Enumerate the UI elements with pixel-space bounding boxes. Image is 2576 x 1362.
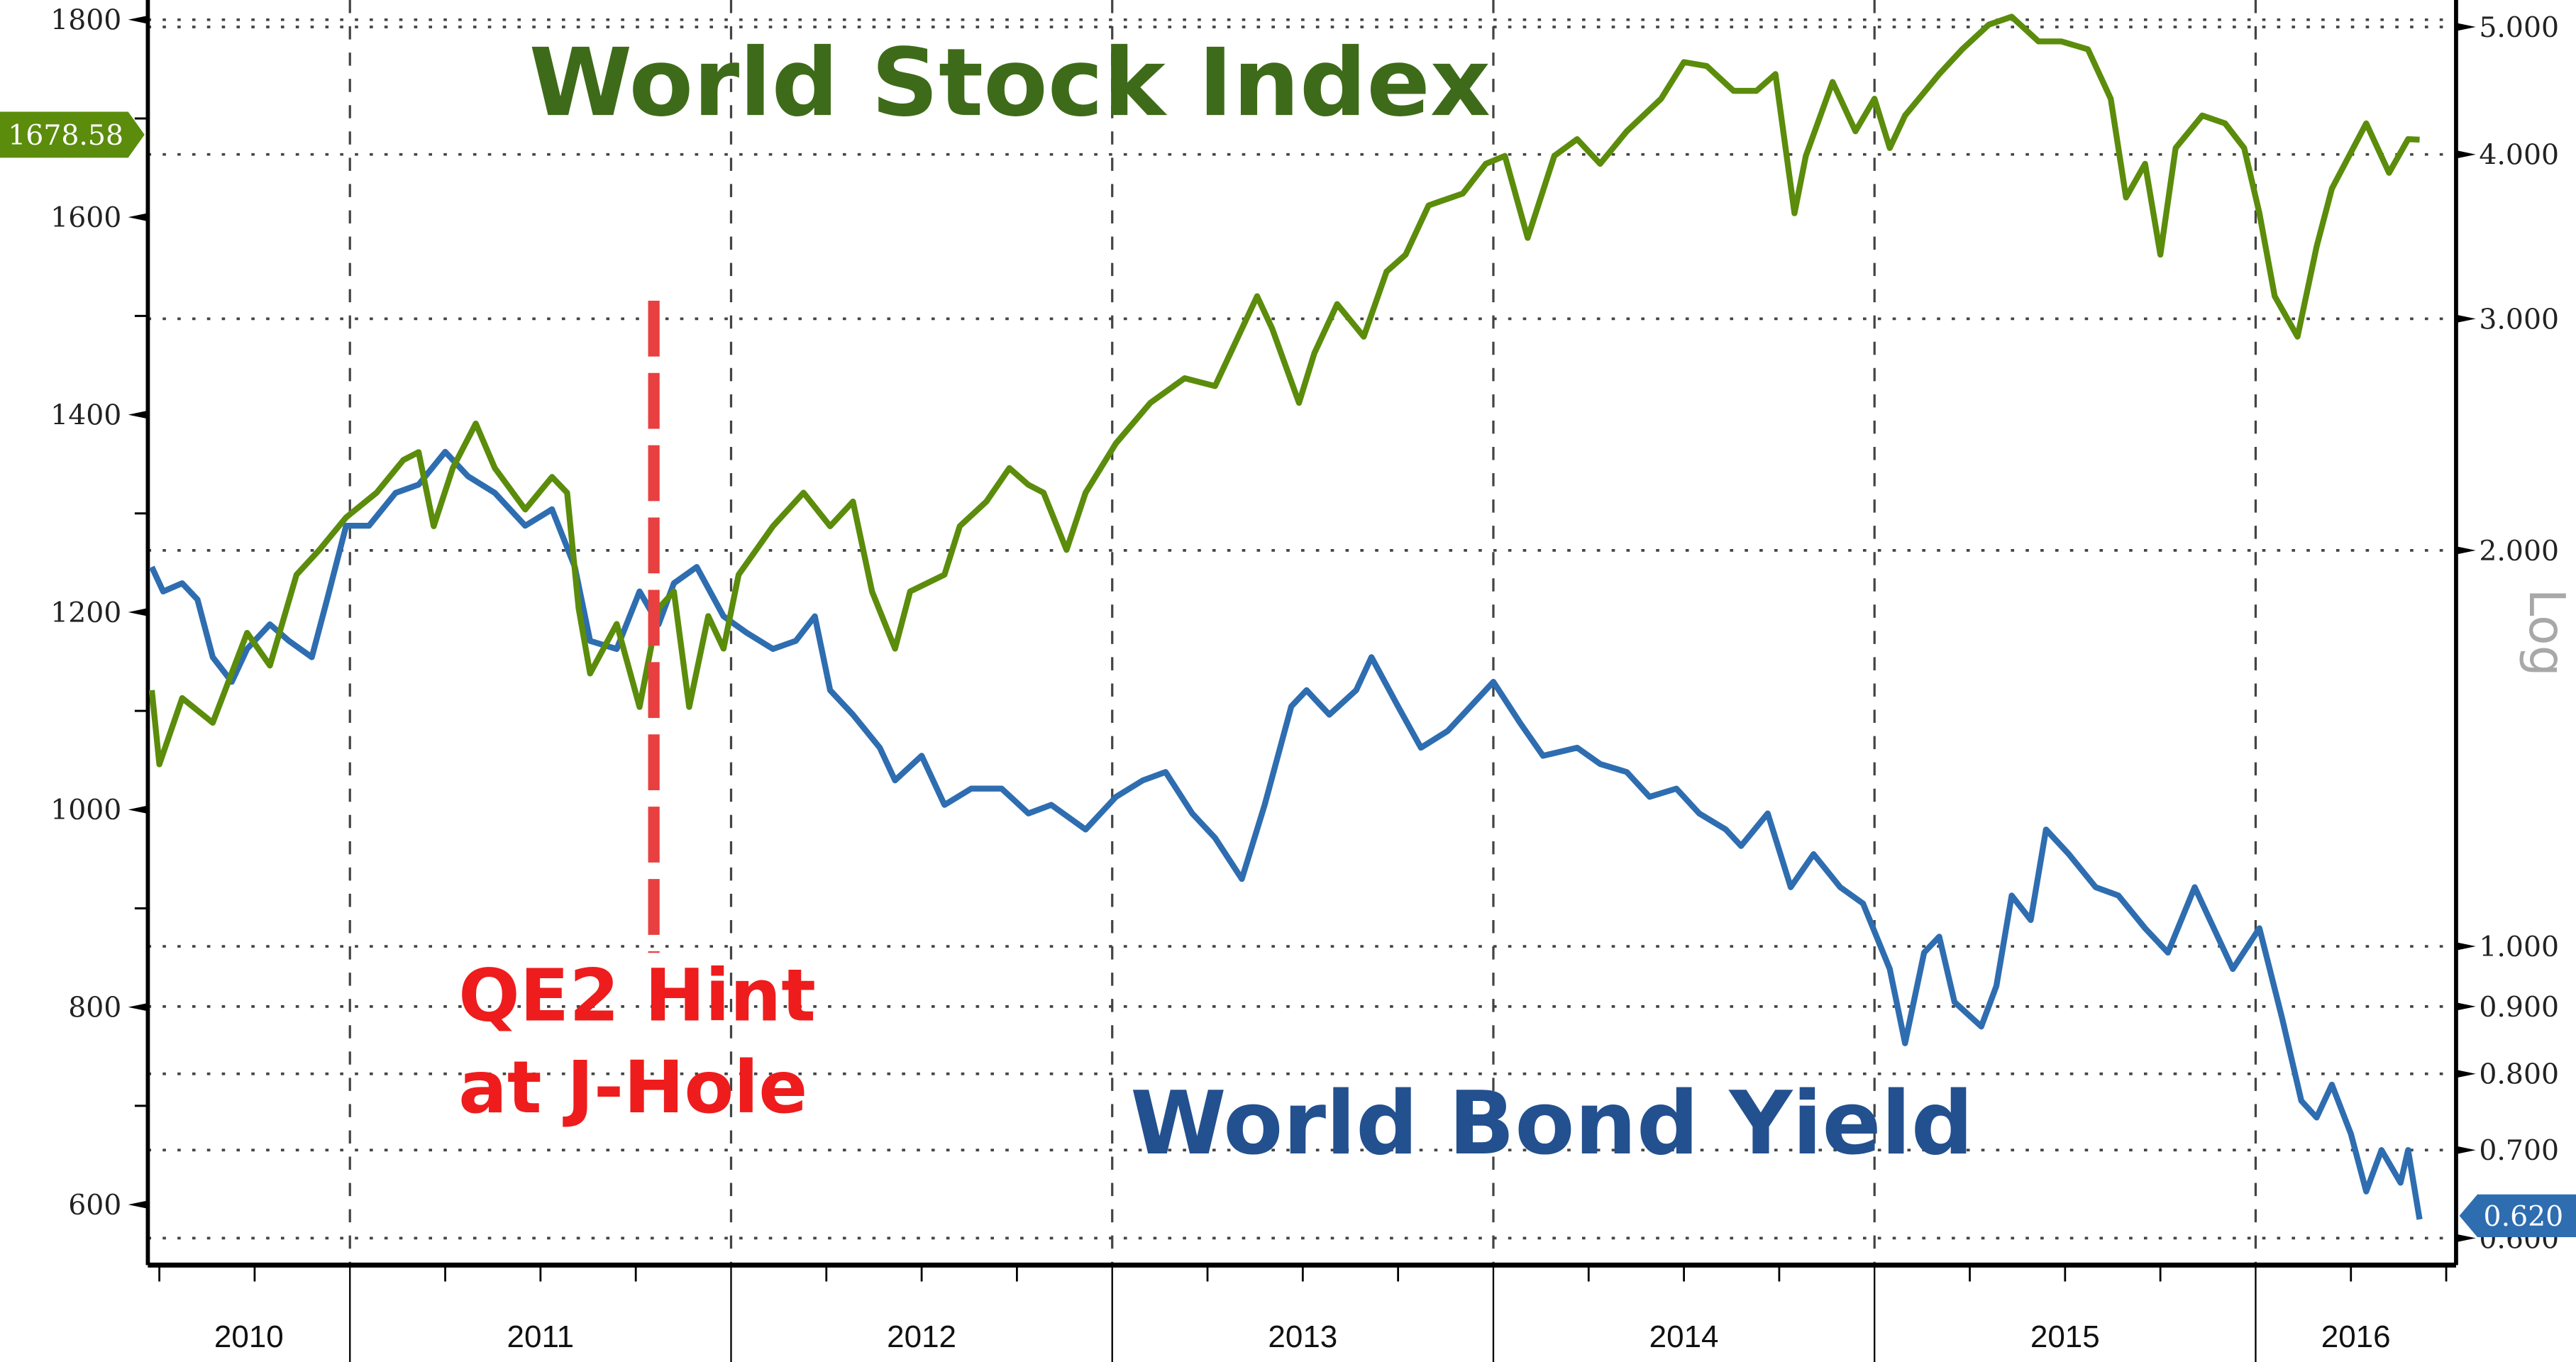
right-tick-label: 0.900 [2479,991,2559,1024]
stock-last-value-badge: 1678.58 [0,111,145,158]
left-major-tick [128,805,148,814]
x-tick-label-2010: 2010 [214,1319,284,1354]
right-major-tick [2455,1146,2476,1155]
axes: 1800 1600 1400 1200 1000 800 600 5.000 4.000 3.00… [50,0,2559,1362]
annotation-qe2-line2: at J-Hole [458,1046,807,1130]
right-tick-label: 2.000 [2479,535,2559,568]
right-tick-label: 1.000 [2479,931,2559,963]
x-tick-label-2014: 2014 [1649,1319,1719,1354]
left-major-tick [128,213,148,221]
right-tick-label: 0.800 [2479,1058,2559,1091]
x-tick-label-2015: 2015 [2030,1319,2100,1354]
annotation-qe2-line1: QE2 Hint [458,953,816,1038]
right-major-tick [2455,23,2476,31]
right-tick-label: 3.000 [2479,303,2559,336]
left-tick-label: 1600 [50,201,121,234]
gridlines [148,0,2456,1266]
series-world-bond-yield [149,448,2423,1220]
left-major-tick [128,1002,148,1012]
right-major-tick [2455,546,2476,555]
bond-badge-shape [2459,1194,2576,1237]
right-major-tick [2455,1234,2476,1243]
left-major-tick [128,16,148,24]
right-axis-log-label: Log [2518,589,2575,677]
left-major-tick [128,608,148,616]
left-tick-label: 1200 [50,597,121,629]
right-tick-label: 5.000 [2479,11,2559,44]
x-tick-label-2012: 2012 [887,1319,956,1354]
annotation-world-stock-index: World Stock Index [529,28,1491,138]
right-major-tick [2455,150,2476,159]
right-tick-label: 4.000 [2479,139,2559,172]
right-major-tick [2455,1002,2476,1011]
right-major-tick [2455,942,2476,951]
annotation-world-bond-yield: World Bond Yield [1130,1073,1973,1174]
series-lines [148,13,2423,1220]
x-tick-label-2011: 2011 [507,1319,575,1354]
stock-last-value: 1678.58 [8,119,123,152]
bond-last-value-badge: 0.620 [2459,1194,2576,1237]
right-major-tick [2455,314,2476,323]
left-tick-label: 800 [68,992,121,1024]
x-tick-label-2016: 2016 [2321,1319,2391,1354]
right-major-tick [2455,1069,2476,1078]
x-tick-label-2013: 2013 [1268,1319,1337,1354]
left-major-tick [128,1200,148,1209]
right-tick-label: 0.700 [2479,1134,2559,1167]
left-tick-label: 1000 [50,794,121,826]
bond-last-value: 0.620 [2484,1200,2564,1233]
left-tick-label: 1800 [50,4,121,37]
series-world-stock-index [148,13,2420,768]
left-tick-label: 600 [68,1189,121,1222]
left-tick-label: 1400 [50,399,121,431]
left-major-tick [128,410,148,419]
stock-badge-shape [0,111,145,158]
